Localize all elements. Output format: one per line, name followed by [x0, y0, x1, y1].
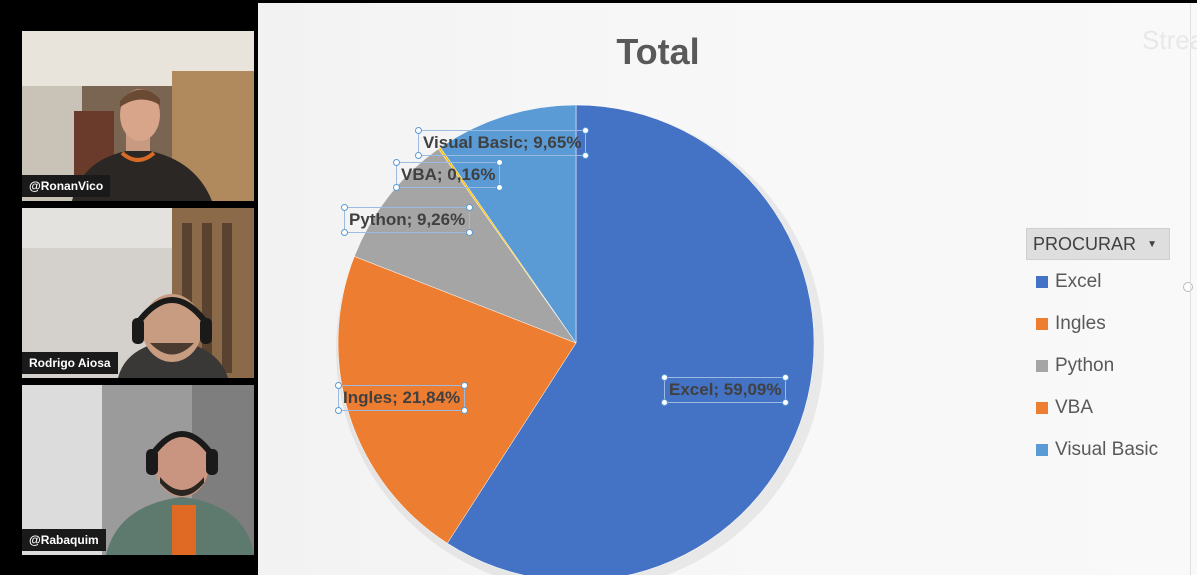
participants-panel: @RonanVico Rodrigo Aiosa [0, 0, 258, 575]
legend-item-ingles[interactable]: Ingles [1036, 313, 1106, 335]
selection-handle[interactable] [335, 382, 342, 389]
legend-label: Python [1055, 355, 1115, 376]
legend-label: Visual Basic [1055, 439, 1159, 460]
selection-handle[interactable] [496, 159, 504, 166]
legend-item-python[interactable]: Python [1036, 355, 1114, 377]
selection-handle[interactable] [496, 184, 504, 191]
selection-handle[interactable] [341, 204, 348, 211]
legend-swatch [1036, 318, 1048, 330]
shared-screen-slide: Total Excel; 59,09% Ingles; 21,84% Python;… [258, 3, 1197, 575]
selection-handle[interactable] [582, 127, 590, 134]
selection-handle[interactable] [466, 229, 474, 236]
dropdown-arrow-icon: ▼ [1147, 238, 1157, 250]
selection-handle[interactable] [415, 152, 422, 159]
selection-handle[interactable] [466, 204, 474, 211]
selection-handle[interactable] [661, 399, 668, 406]
legend-label: Ingles [1055, 313, 1106, 334]
legend-item-vba[interactable]: VBA [1036, 397, 1093, 419]
chart-title: Total [616, 31, 700, 72]
selection-handle[interactable] [341, 229, 348, 236]
participant-name: Rodrigo Aiosa [22, 352, 118, 374]
legend-swatch [1036, 276, 1048, 288]
data-label-visual-basic[interactable]: Visual Basic; 9,65% [415, 127, 590, 159]
data-label-vba[interactable]: VBA; 0,16% [393, 159, 504, 191]
pie-slice-ingles[interactable] [337, 256, 577, 544]
selection-handle[interactable] [393, 184, 400, 191]
participant-tile-1[interactable]: @RonanVico [22, 31, 254, 201]
data-label-ingles[interactable]: Ingles; 21,84% [335, 382, 469, 414]
legend-item-excel[interactable]: Excel [1036, 271, 1101, 293]
selection-handle[interactable] [582, 152, 590, 159]
legend-label: VBA [1055, 397, 1094, 418]
selection-handle[interactable] [782, 399, 790, 406]
legend-swatch [1036, 402, 1048, 414]
data-label-python[interactable]: Python; 9,26% [341, 204, 474, 236]
legend-item-visual-basic[interactable]: Visual Basic [1036, 439, 1158, 461]
filter-label: PROCURAR [1033, 233, 1137, 254]
resize-handle[interactable] [1183, 282, 1193, 292]
data-label-excel[interactable]: Excel; 59,09% [661, 374, 790, 406]
participant-name: @Rabaquim [22, 529, 106, 551]
participant-name: @RonanVico [22, 175, 111, 197]
selection-handle[interactable] [461, 382, 469, 389]
legend-label: Excel [1055, 271, 1102, 292]
slide-divider [1190, 3, 1191, 575]
pie-slice-visual-basic[interactable] [440, 104, 577, 344]
participant-tile-3[interactable]: @Rabaquim [22, 385, 254, 555]
participant-tile-2[interactable]: Rodrigo Aiosa [22, 208, 254, 378]
legend-swatch [1036, 444, 1048, 456]
selection-handle[interactable] [782, 374, 790, 381]
participant-video-1 [22, 31, 254, 201]
procurar-filter-dropdown[interactable]: PROCURAR ▼ [1026, 228, 1170, 260]
participant-video-3 [22, 385, 254, 555]
selection-handle[interactable] [661, 374, 668, 381]
participant-video-2 [22, 208, 254, 378]
selection-handle[interactable] [335, 407, 342, 414]
selection-handle[interactable] [393, 159, 400, 166]
pie-slice-python[interactable] [354, 148, 577, 344]
selection-handle[interactable] [415, 127, 422, 134]
pie-chart[interactable] [258, 3, 1197, 575]
legend-swatch [1036, 360, 1048, 372]
selection-handle[interactable] [461, 407, 469, 414]
watermark-text: Strea [1142, 25, 1197, 55]
pie-slice-excel[interactable] [446, 104, 815, 575]
